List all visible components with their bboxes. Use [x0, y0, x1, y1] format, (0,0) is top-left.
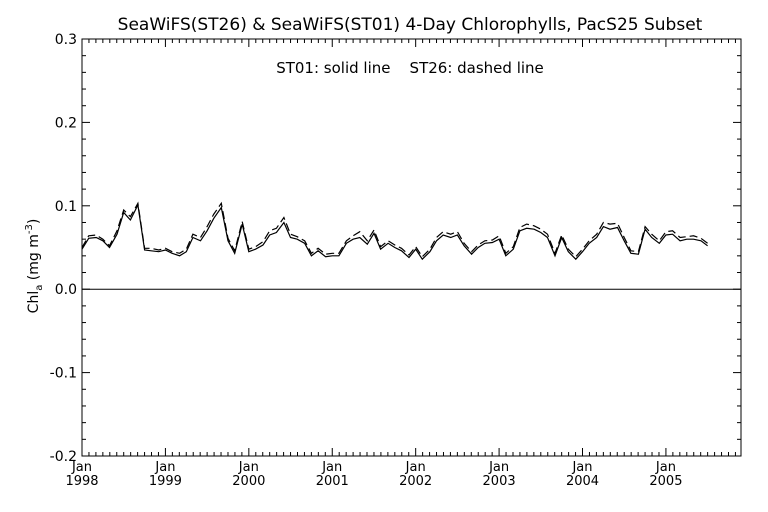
x-tick-label-month: Jan [238, 460, 259, 475]
x-tick-label-year: 2001 [316, 474, 349, 489]
y-axis-label-main: Chl [26, 291, 42, 314]
y-tick-label: -0.2 [50, 449, 77, 465]
y-tick-label: 0.1 [55, 199, 77, 215]
x-tick-label-month: Jan [71, 460, 92, 475]
x-tick-label-month: Jan [488, 460, 509, 475]
x-tick-label-month: Jan [405, 460, 426, 475]
series-line-st26 [81, 201, 708, 258]
y-axis-label-unit-open: (mg m [26, 234, 42, 285]
x-axis: Jan1998Jan1999Jan2000Jan2001Jan2002Jan20… [65, 39, 736, 489]
plot-frame [81, 38, 742, 457]
y-axis-label-subscript: a [34, 285, 45, 291]
series-line-st01 [81, 203, 708, 261]
x-tick-label-month: Jan [655, 460, 676, 475]
x-tick-label-year: 2003 [483, 474, 516, 489]
x-tick-label-year: 2000 [232, 474, 265, 489]
series-layer [81, 201, 708, 261]
x-tick-label-year: 1998 [65, 474, 98, 489]
y-axis-label-unit-exp: -3 [24, 224, 35, 234]
y-tick-label: -0.1 [50, 366, 77, 382]
x-tick-label-year: 2005 [649, 474, 682, 489]
y-tick-label: 0.2 [55, 115, 77, 131]
y-tick-label: 0.3 [55, 32, 77, 48]
x-tick-label-month: Jan [154, 460, 175, 475]
x-tick-label-year: 1999 [149, 474, 182, 489]
y-tick-label: 0.0 [55, 282, 77, 298]
x-tick-label-year: 2002 [399, 474, 432, 489]
legend-annotation: ST01: solid line ST26: dashed line [276, 59, 544, 77]
x-tick-label-year: 2004 [566, 474, 599, 489]
x-tick-label-month: Jan [571, 460, 592, 475]
chart-title: SeaWiFS(ST26) & SeaWiFS(ST01) 4-Day Chlo… [118, 15, 703, 35]
x-tick-label-month: Jan [321, 460, 342, 475]
y-axis: -0.2 -0.1 0.0 0.1 0.2 0.3 [50, 32, 741, 465]
y-axis-label: Chla (mg m-3) [24, 219, 45, 314]
y-axis-label-unit-close: ) [26, 219, 42, 224]
